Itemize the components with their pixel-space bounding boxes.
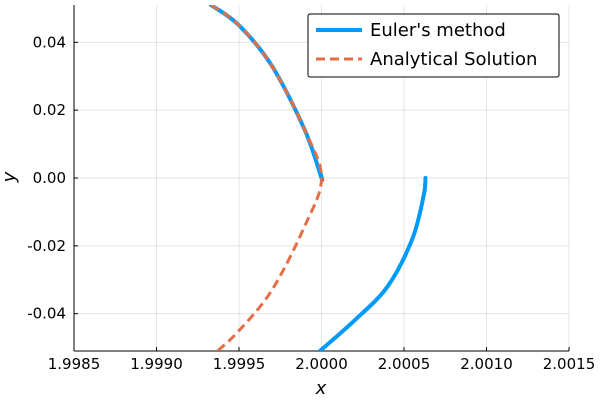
legend-label: Analytical Solution [370,49,537,70]
x-tick-label: 1.9985 [48,355,101,373]
legend-box [307,13,560,78]
x-tick-label: 2.0015 [543,355,596,373]
x-tick-label: 2.0005 [378,355,431,373]
x-tick-label: 2.0010 [460,355,513,373]
y-tick-label: -0.04 [27,305,66,323]
x-axis-title: x [315,378,327,399]
legend-label: Euler's method [370,20,506,41]
eulers-method-series-line [317,176,428,351]
plot-area [208,5,428,351]
y-tick-label: 0.02 [33,101,66,119]
x-tick-label: 1.9995 [213,355,266,373]
analytical-solution-series-line [210,5,323,351]
y-axis-title: y [0,171,20,183]
x-tick-label: 1.9990 [130,355,183,373]
y-tick-label: 0.00 [33,169,66,187]
tick-labels: 1.9985 1.9990 1.9995 2.0000 2.0005 2.0010 2.00… [27,33,595,373]
legend: Euler's method Analytical Solution [307,13,560,78]
x-tick-label: 2.0000 [295,355,348,373]
y-tick-label: 0.04 [33,33,66,51]
y-tick-label: -0.02 [27,237,66,255]
